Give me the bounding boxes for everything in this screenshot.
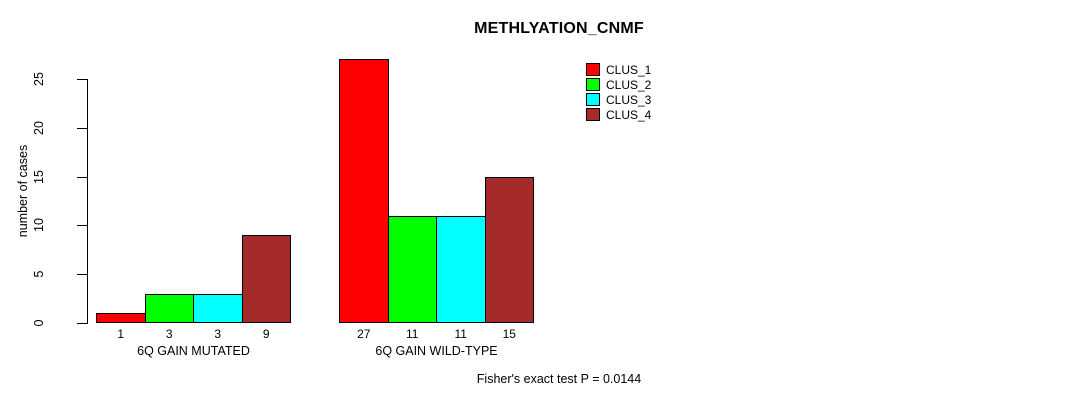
- bar-value-label: 9: [262, 327, 270, 341]
- legend: CLUS_1 CLUS_2 CLUS_3 CLUS_4: [586, 62, 651, 122]
- y-axis-tick-label: 15: [32, 169, 46, 184]
- y-axis-tick-label: 5: [32, 270, 46, 278]
- y-axis-tick-label: 25: [32, 72, 46, 86]
- bar-value-label: 1: [117, 327, 125, 341]
- y-axis-tick-label: 20: [32, 120, 46, 135]
- legend-label: CLUS_4: [606, 107, 652, 122]
- y-axis-line: [87, 79, 88, 324]
- legend-item: CLUS_4: [586, 107, 651, 122]
- y-axis-tick: [77, 225, 87, 227]
- bar-clus_4-group2: [484, 176, 534, 323]
- bar-clus_2-group2: [387, 215, 437, 323]
- y-axis-label: number of cases: [16, 144, 30, 238]
- y-axis-tick: [77, 323, 87, 324]
- bar-clus_4-group1: [241, 235, 291, 323]
- bar-clus_3-group1: [193, 293, 243, 323]
- bar-value-label: 27: [357, 327, 371, 341]
- annotation-text: Fisher's exact test P = 0.0144: [476, 372, 642, 386]
- x-axis-group-label: 6Q GAIN WILD-TYPE: [375, 344, 498, 358]
- bar-clus_3-group2: [436, 215, 486, 323]
- x-axis-group-label: 6Q GAIN MUTATED: [137, 344, 250, 358]
- y-axis-tick: [77, 176, 87, 178]
- bar-clus_1-group2: [339, 59, 389, 323]
- legend-label: CLUS_2: [606, 77, 652, 92]
- bar-clus_1-group1: [96, 313, 146, 323]
- legend-swatch-clus_2: [586, 78, 600, 91]
- y-axis-tick: [77, 274, 87, 276]
- bar-value-label: 15: [502, 327, 516, 341]
- legend-label: CLUS_1: [606, 62, 652, 77]
- legend-swatch-clus_1: [586, 63, 600, 76]
- legend-label: CLUS_3: [606, 92, 652, 107]
- legend-item: CLUS_1: [586, 62, 651, 77]
- bar-value-label: 11: [454, 327, 467, 341]
- bar-value-label: 3: [165, 327, 173, 341]
- y-axis-tick-label: 0: [32, 319, 46, 327]
- y-axis-tick-label: 10: [32, 218, 46, 233]
- bar-value-label: 11: [406, 327, 419, 341]
- bar-clus_2-group1: [144, 293, 194, 323]
- y-axis-tick: [77, 79, 87, 80]
- y-axis-tick: [77, 127, 87, 129]
- chart-title: METHLYATION_CNMF: [474, 20, 644, 37]
- legend-item: CLUS_2: [586, 77, 651, 92]
- legend-swatch-clus_3: [586, 93, 600, 106]
- legend-item: CLUS_3: [586, 92, 651, 107]
- legend-swatch-clus_4: [586, 108, 600, 121]
- bar-value-label: 3: [214, 327, 222, 341]
